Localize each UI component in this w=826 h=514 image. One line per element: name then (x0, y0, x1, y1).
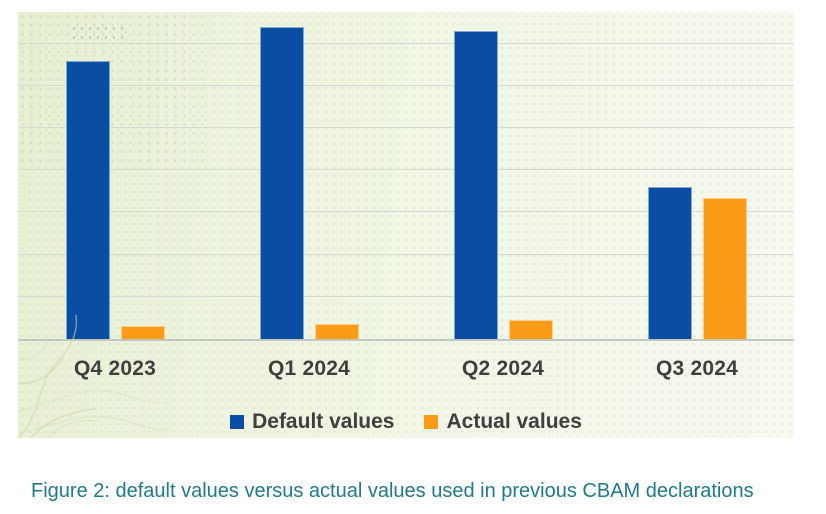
bar-default-values-q2-2024 (453, 31, 498, 339)
gridline (18, 169, 794, 170)
bar-actual-values-q4-2023 (120, 326, 165, 339)
bar-group-q3-2024 (600, 187, 794, 339)
gridline (18, 127, 794, 128)
legend-swatch-icon (424, 415, 439, 429)
bar-actual-values-q3-2024 (702, 198, 747, 339)
gridline (18, 85, 794, 86)
bar-actual-values-q1-2024 (314, 324, 359, 339)
x-axis-label-q3-2024: Q3 2024 (656, 357, 738, 380)
bar-group-q4-2023 (18, 61, 212, 339)
x-axis-label-q4-2023: Q4 2023 (74, 357, 156, 380)
bar-default-values-q3-2024 (647, 187, 692, 339)
legend-label: Actual values (446, 410, 582, 433)
bar-groups (18, 12, 794, 339)
x-axis-label-q2-2024: Q2 2024 (462, 357, 544, 380)
legend-swatch-icon (230, 415, 245, 429)
legend: Default values Actual values (18, 410, 794, 434)
gridline (18, 254, 794, 255)
bar-default-values-q4-2023 (65, 61, 110, 339)
legend-label: Default values (252, 410, 395, 433)
chart-panel: Q4 2023 Q1 2024 Q2 2024 Q3 2024 Default val… (18, 12, 794, 438)
gridline (18, 211, 794, 212)
legend-item-default-values: Default values (230, 410, 394, 434)
legend-item-actual-values: Actual values (424, 410, 582, 434)
bar-group-q1-2024 (212, 27, 406, 339)
x-axis-label-q1-2024: Q1 2024 (268, 357, 350, 380)
gridline (18, 43, 794, 44)
bar-group-q2-2024 (406, 31, 600, 339)
figure-caption: Figure 2: default values versus actual v… (31, 480, 754, 502)
bar-default-values-q1-2024 (259, 27, 304, 339)
gridline (18, 296, 794, 297)
bar-actual-values-q2-2024 (508, 320, 553, 339)
x-axis-labels: Q4 2023 Q1 2024 Q2 2024 Q3 2024 (18, 343, 794, 381)
plot-area (18, 12, 794, 341)
